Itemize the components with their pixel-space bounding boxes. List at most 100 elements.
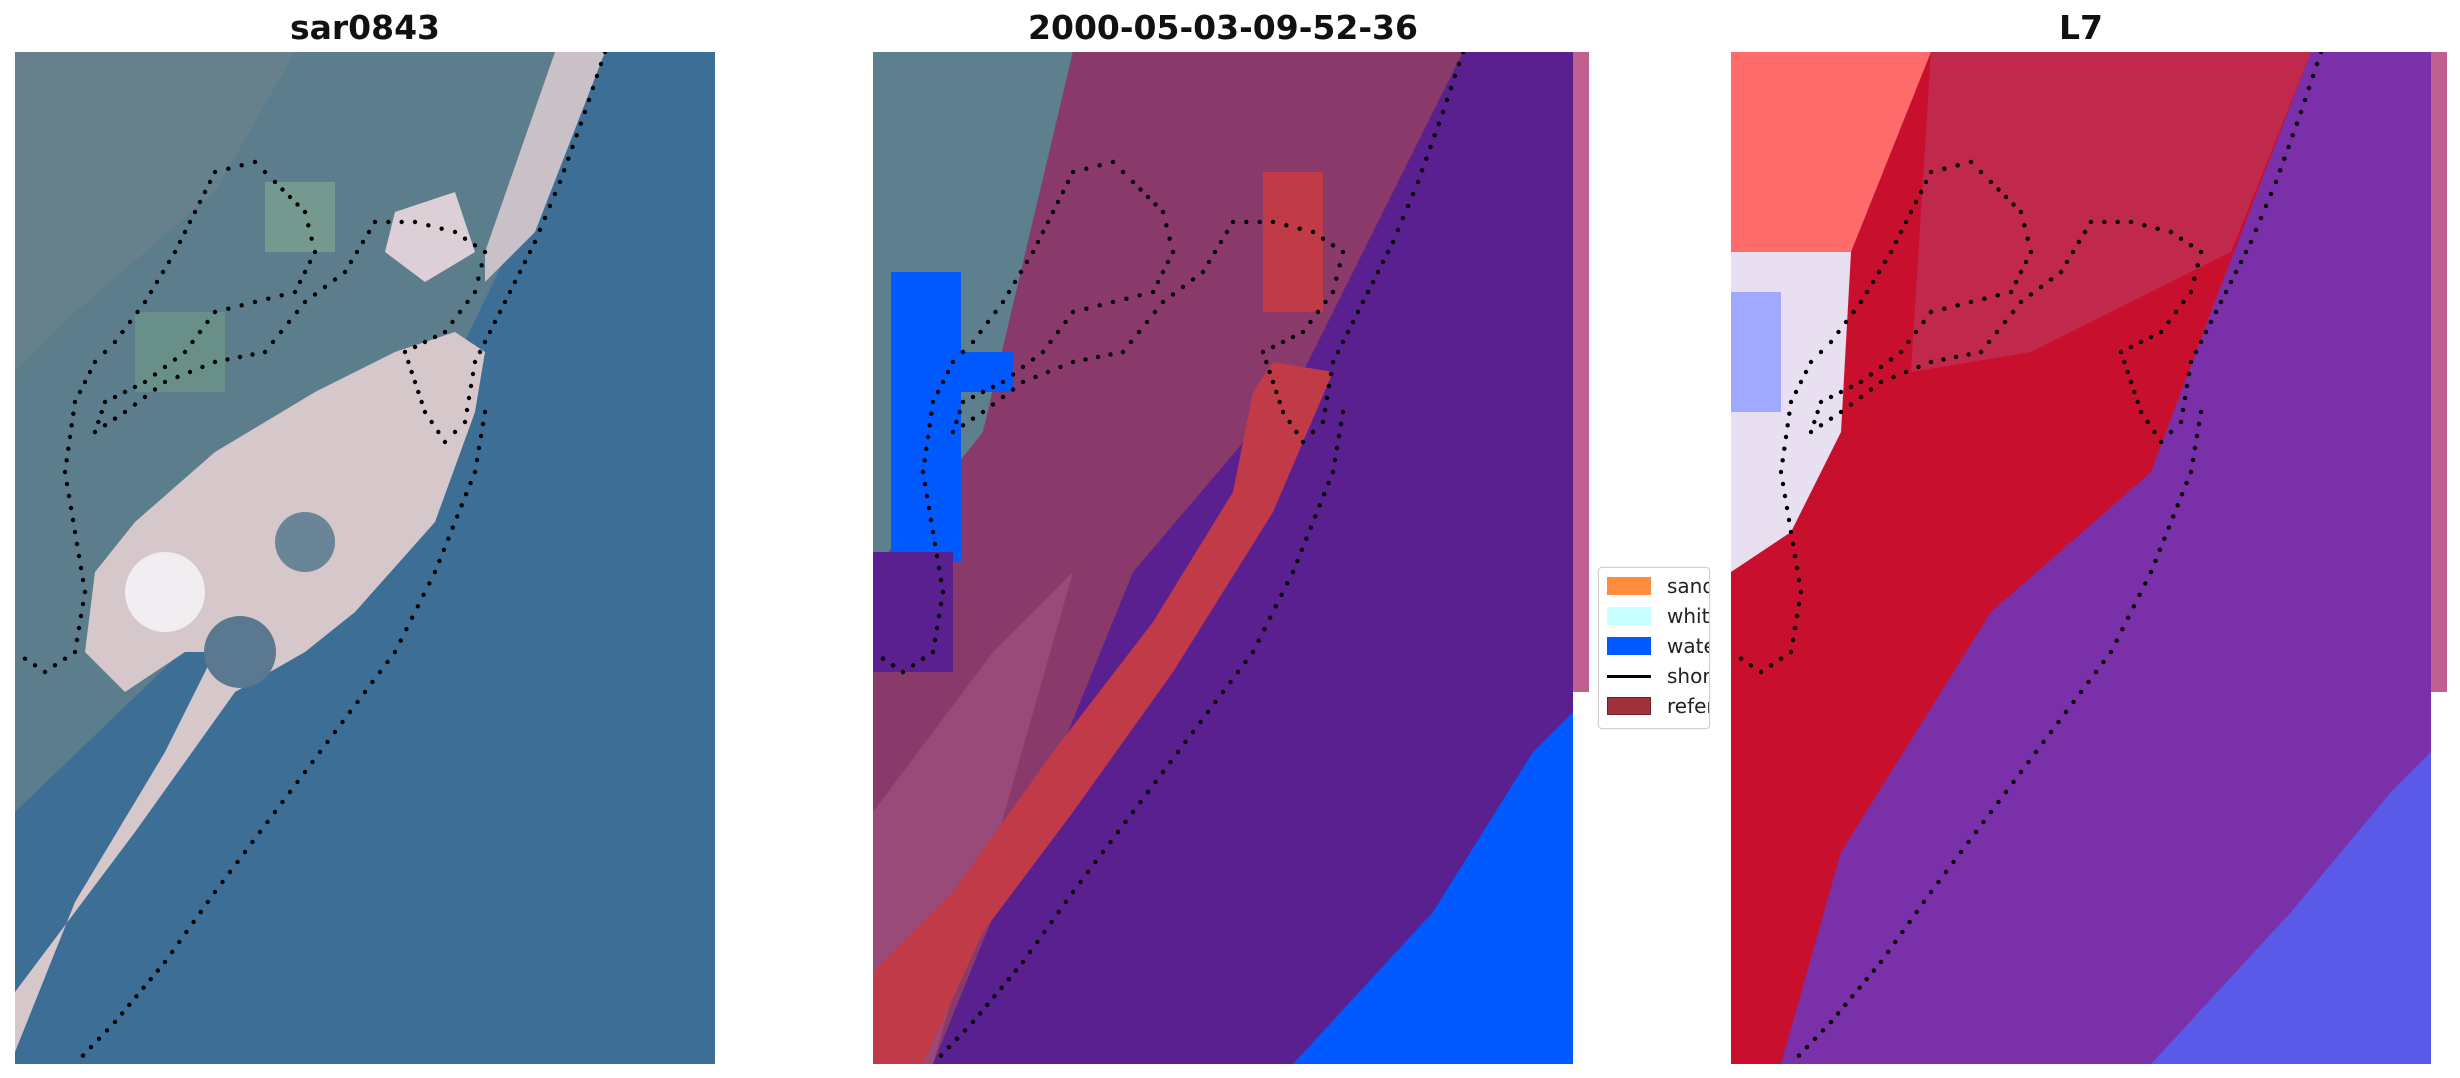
shoreline-dot: [2018, 769, 2024, 775]
shoreline-dot: [1270, 379, 1276, 385]
shoreline-dot: [492, 319, 498, 325]
shoreline-dot: [122, 409, 128, 415]
shoreline-dot: [1330, 243, 1336, 248]
shoreline-dot: [1317, 503, 1322, 508]
shoreline-dot: [432, 569, 438, 575]
shoreline-dot: [542, 215, 548, 221]
shoreline-dot: [2203, 329, 2209, 335]
shoreline-dot: [426, 223, 431, 228]
shoreline-dot: [1310, 229, 1316, 235]
shoreline-dot: [1055, 199, 1061, 205]
shoreline-dot: [602, 52, 608, 55]
shoreline-dot: [1267, 615, 1273, 620]
shoreline-dot: [412, 219, 418, 225]
shoreline-dot: [2128, 379, 2134, 385]
shoreline-dot: [67, 434, 73, 440]
shoreline-dot: [135, 309, 140, 315]
shoreline-dot: [954, 1036, 960, 1041]
shoreline-dot: [1792, 553, 1798, 559]
shoreline-dot: [302, 769, 308, 775]
shoreline-dot: [1138, 799, 1143, 805]
shoreline-dot: [99, 409, 104, 415]
shoreline-dot: [1123, 819, 1128, 825]
shoreline-dot: [1130, 179, 1136, 185]
shoreline-dot: [76, 553, 82, 559]
shoreline-dot: [432, 334, 438, 340]
shoreline-dot: [522, 259, 528, 265]
shoreline-dot: [1942, 166, 1947, 171]
shoreline-dot: [2173, 309, 2179, 315]
shoreline-dot: [946, 1045, 952, 1050]
shoreline-dot: [985, 319, 991, 325]
shoreline-dot: [415, 604, 421, 609]
shoreline-dot: [2310, 73, 2316, 79]
shoreline-dot: [578, 121, 584, 126]
shoreline-dot: [2022, 223, 2027, 228]
shoreline-dot: [242, 849, 248, 855]
shoreline-dot: [547, 203, 553, 209]
shoreline-dot: [347, 709, 353, 715]
shoreline-dot: [1787, 411, 1792, 416]
shoreline-dot: [517, 269, 523, 275]
shoreline-dot: [1220, 689, 1226, 695]
shoreline-dot: [472, 359, 478, 365]
shoreline-dot: [1020, 379, 1026, 385]
shoreline-dot: [1321, 492, 1327, 497]
shoreline-dot: [270, 339, 276, 345]
shoreline-dot: [1955, 163, 1960, 168]
shoreline-dot: [940, 379, 946, 385]
shoreline-dot: [1108, 352, 1113, 357]
shoreline-dot: [1330, 359, 1336, 365]
shoreline-dot: [1279, 592, 1284, 598]
shoreline-dot: [82, 379, 88, 385]
shoreline-dot: [419, 399, 424, 405]
shoreline-dot: [2298, 109, 2304, 115]
shoreline-dot: [1792, 625, 1798, 631]
shoreline-dot: [392, 649, 398, 655]
shoreline-dot: [476, 445, 482, 451]
shoreline-dot: [992, 994, 997, 999]
shoreline-dot: [1848, 384, 1854, 390]
shoreline-dot: [74, 637, 80, 643]
shoreline-dot: [52, 663, 58, 668]
shoreline-dot: [1898, 229, 1904, 235]
shoreline-dot: [1857, 985, 1862, 990]
shoreline-dot: [2088, 219, 2094, 225]
shoreline-dot: [279, 293, 284, 298]
shoreline-dot: [1988, 809, 1994, 815]
shoreline-dot: [162, 379, 168, 385]
legend-label-reference: reference: [1667, 694, 1709, 718]
shoreline-dot: [262, 349, 268, 355]
shoreline-dot: [1843, 319, 1849, 325]
shoreline-dot: [127, 319, 133, 325]
shoreline-dot: [1095, 354, 1101, 360]
shoreline-dot: [2145, 419, 2150, 425]
shoreline-dot: [192, 209, 198, 215]
legend-label-whitewater: whitewater: [1667, 604, 1710, 628]
shoreline-dot: [2233, 269, 2239, 275]
shoreline-dot: [132, 402, 138, 407]
shoreline-dot: [190, 339, 195, 345]
shoreline-dot: [465, 299, 470, 305]
shoreline-dot: [1027, 949, 1033, 955]
shoreline-dot: [1323, 299, 1328, 305]
shoreline-dot: [2137, 592, 2142, 598]
shoreline-dot: [412, 379, 418, 385]
shoreline-dot: [890, 663, 896, 668]
shoreline-dot: [970, 1019, 976, 1025]
shoreline-dot: [2041, 739, 2046, 745]
shoreline-dot: [76, 625, 82, 631]
shoreline-dot: [1419, 168, 1425, 173]
shoreline-dot: [2178, 419, 2184, 425]
shoreline-dot: [1277, 399, 1282, 405]
shoreline-dot: [182, 349, 188, 355]
shoreline-dot: [1168, 759, 1173, 765]
shoreline-dot: [295, 202, 300, 207]
shoreline-dot: [1310, 429, 1316, 435]
shoreline-dot: [102, 423, 108, 428]
classified-image: [873, 52, 1573, 1064]
shoreline-dot: [96, 419, 101, 425]
shoreline-dot: [1908, 209, 1914, 215]
shoreline-dot: [332, 729, 338, 735]
shoreline-dot: [457, 309, 463, 315]
